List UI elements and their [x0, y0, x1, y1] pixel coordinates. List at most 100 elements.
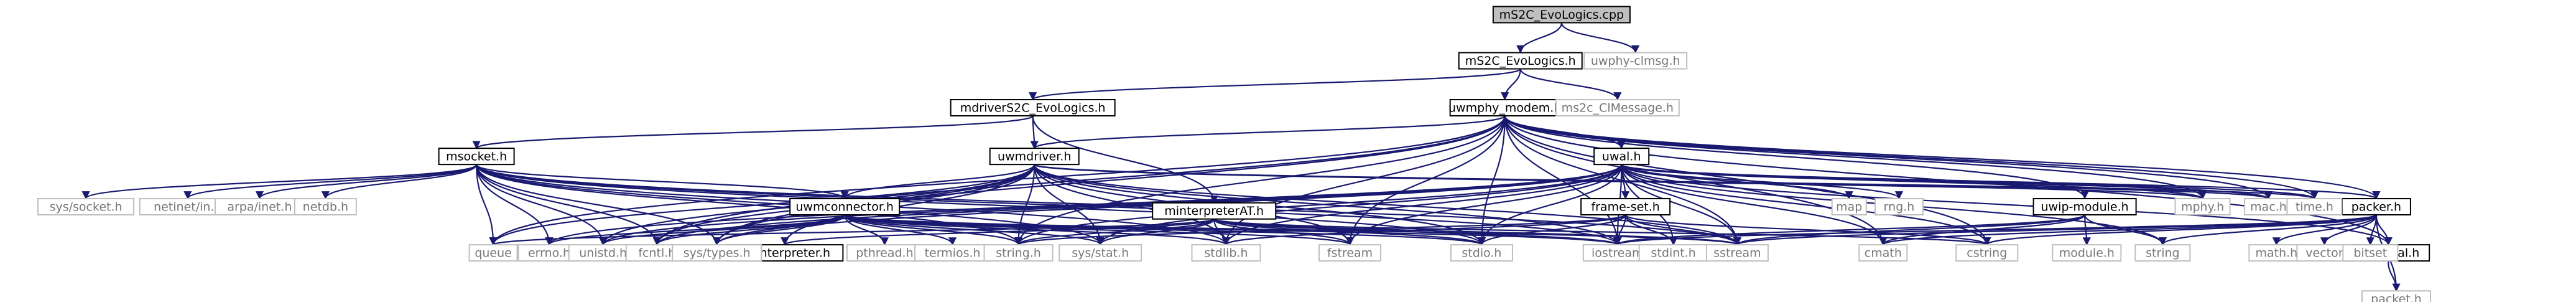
node-uwal_h[interactable]: uwal.h	[1593, 148, 1650, 166]
node-box	[1458, 52, 1583, 70]
node-label: stdio.h	[1462, 247, 1501, 260]
node-stdlib: stdlib.h	[1191, 244, 1261, 262]
edge-minterp_h-to-queue	[489, 218, 1215, 246]
edge-uwmphy_h-to-cmath	[1504, 116, 1888, 246]
edge-frameset_h-to-sstream	[1624, 214, 1741, 246]
node-box	[989, 148, 1080, 166]
node-map: map	[1831, 197, 1867, 215]
edge-msocket_h-to-netinet	[183, 164, 478, 200]
edge-frameset_h-to-stdio	[1477, 214, 1626, 246]
node-box	[1874, 197, 1924, 215]
node-box	[468, 244, 518, 262]
edge-frameset_h-to-stdlib	[1222, 214, 1626, 246]
node-label: string.h	[996, 247, 1041, 260]
edge-uwmconn_h-to-fcntl	[652, 214, 846, 246]
edge-uwmdriver_h-to-uwmconn_h	[840, 164, 1035, 200]
node-label: netinet/in.h	[154, 200, 221, 214]
node-label: msocket.h	[446, 150, 507, 164]
node-uwmconn_h[interactable]: uwmconnector.h	[789, 197, 901, 215]
edge-packer_h-to-vector	[2320, 214, 2378, 246]
node-termios: termios.h	[914, 244, 991, 262]
node-uwmphy_h[interactable]: uwmphy_modem.h	[1448, 99, 1561, 117]
node-box	[1450, 244, 1513, 262]
edge-uwmconn_h-to-string_h	[844, 214, 1022, 246]
edge-hdruwal_h-to-packet_h	[2388, 261, 2401, 292]
edge-uwal_h-to-rng	[1621, 164, 1903, 200]
edge-ms2c_h-to-ms2c_clmsg	[1519, 68, 1622, 101]
node-label: uwinterpreter.h	[739, 247, 830, 260]
edge-frameset_h-to-cstring	[1624, 214, 1991, 246]
edge-uwmconn_h-to-pthread	[844, 214, 889, 246]
edge-uwal_h-to-cmath	[1621, 164, 1888, 246]
node-box	[1580, 197, 1671, 215]
node-box	[37, 197, 135, 215]
node-label: rng.h	[1884, 200, 1915, 214]
node-box	[2361, 290, 2432, 302]
node-box	[672, 244, 762, 262]
node-module_h: module.h	[2052, 244, 2122, 262]
node-box	[2248, 244, 2305, 262]
edge-root-to-uephy_clmsg	[1560, 22, 1640, 54]
node-box	[1492, 6, 1631, 24]
node-ms2c_clmsg: ms2c_ClMessage.h	[1555, 99, 1680, 117]
node-box	[1059, 244, 1142, 262]
node-box	[1858, 244, 1908, 262]
node-box	[1831, 197, 1867, 215]
node-queue: queue	[468, 244, 518, 262]
edge-msocket_h-to-queue	[476, 164, 498, 246]
node-label: sys/stat.h	[1072, 247, 1129, 260]
node-box	[2244, 197, 2294, 215]
node-uwmdriver_h[interactable]: uwmdriver.h	[989, 148, 1080, 166]
node-label: fstream	[1327, 247, 1373, 260]
node-box	[983, 244, 1054, 262]
node-cmath: cmath	[1858, 244, 1908, 262]
edge-uwmconn_h-to-systypes	[713, 214, 846, 246]
node-box	[2286, 197, 2343, 215]
edge-uwal_h-to-hdruwal_h	[1621, 164, 2393, 246]
node-label: stdlib.h	[1204, 247, 1248, 260]
node-label: module.h	[2059, 247, 2115, 260]
node-mdriver_h[interactable]: mdriverS2C_EvoLogics.h	[950, 99, 1116, 117]
node-packer_h[interactable]: packer.h	[2341, 197, 2411, 215]
node-netdb: netdb.h	[294, 197, 357, 215]
node-root[interactable]: mS2C_EvoLogics.cpp	[1492, 6, 1631, 24]
node-msocket_h[interactable]: msocket.h	[438, 148, 515, 166]
node-label: math.h	[2256, 247, 2298, 260]
edge-uwmphy_h-to-packer_h	[1504, 115, 2381, 200]
edge-uwal_h-to-time	[1621, 164, 2319, 200]
edge-uwmdriver_h-to-uwinterp_h	[781, 164, 1035, 246]
node-box	[2052, 244, 2122, 262]
edge-uwmphy_h-to-fstream	[1345, 116, 1506, 246]
edge-packer_h-to-iostream	[1613, 214, 2378, 246]
edge-ms2c_h-to-uwmphy_h	[1501, 68, 1521, 101]
edge-packer_h-to-string	[2158, 214, 2378, 246]
node-box	[1705, 244, 1769, 262]
edge-packer_h-to-cmath	[1879, 214, 2378, 246]
node-box	[914, 244, 991, 262]
node-box	[2174, 197, 2231, 215]
node-frameset_h[interactable]: frame-set.h	[1580, 197, 1671, 215]
edge-msocket_h-to-netdb	[321, 164, 478, 200]
edge-msocket_h-to-arpainet	[255, 164, 478, 200]
node-label: packer.h	[2351, 200, 2401, 214]
node-sstream: sstream	[1705, 244, 1769, 262]
node-box	[1152, 202, 1277, 220]
node-minterp_h[interactable]: minterpreterAT.h	[1152, 202, 1277, 220]
node-ms2c_h[interactable]: mS2C_EvoLogics.h	[1458, 52, 1583, 70]
edge-uwmconn_h-to-sysstat	[844, 214, 1105, 246]
edge-root-to-ms2c_h	[1516, 22, 1562, 54]
node-label: mS2C_EvoLogics.cpp	[1499, 8, 1624, 22]
edge-uwip_h-to-iostream	[1613, 214, 2086, 246]
node-label: mphy.h	[2181, 200, 2224, 214]
node-arpainet: arpa/inet.h	[214, 197, 305, 215]
node-label: vector	[2305, 247, 2343, 260]
node-box	[294, 197, 357, 215]
node-box	[789, 197, 901, 215]
edge-uwmconn_h-to-sstream	[844, 214, 1741, 246]
edge-uwip_h-to-sstream	[1733, 214, 2086, 246]
edge-uwmphy_h-to-uwmdriver_h	[1030, 115, 1506, 149]
node-uwip_h[interactable]: uwip-module.h	[2032, 197, 2137, 215]
node-label: uwip-module.h	[2041, 200, 2129, 214]
node-rng: rng.h	[1874, 197, 1924, 215]
